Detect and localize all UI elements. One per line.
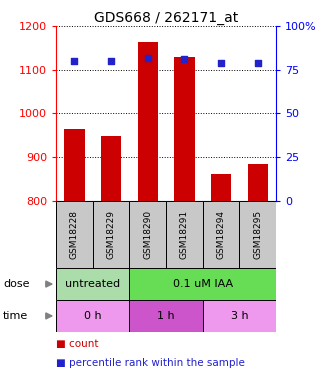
Point: [145, 55, 150, 61]
Bar: [93, 201, 129, 268]
Text: GSM18291: GSM18291: [180, 210, 189, 259]
Point: [219, 60, 224, 66]
Bar: [203, 300, 276, 332]
Bar: [101, 136, 121, 201]
Bar: [129, 268, 276, 300]
Text: 0 h: 0 h: [84, 311, 102, 321]
Text: GSM18294: GSM18294: [217, 210, 226, 259]
Point: [255, 60, 260, 66]
Text: 3 h: 3 h: [230, 311, 248, 321]
Bar: [138, 42, 158, 201]
Text: 1 h: 1 h: [157, 311, 175, 321]
Bar: [56, 300, 129, 332]
Text: ■ percentile rank within the sample: ■ percentile rank within the sample: [56, 357, 245, 368]
Text: ■ count: ■ count: [56, 339, 99, 349]
Bar: [239, 201, 276, 268]
Text: GSM18290: GSM18290: [143, 210, 152, 259]
Bar: [248, 165, 268, 201]
Point: [182, 56, 187, 62]
Text: GSM18295: GSM18295: [253, 210, 262, 259]
Bar: [129, 201, 166, 268]
Bar: [174, 57, 195, 201]
Bar: [129, 300, 203, 332]
Text: GSM18228: GSM18228: [70, 210, 79, 259]
Point: [108, 58, 114, 64]
Text: GSM18229: GSM18229: [107, 210, 116, 259]
Bar: [211, 174, 231, 201]
Title: GDS668 / 262171_at: GDS668 / 262171_at: [94, 11, 238, 25]
Bar: [65, 129, 84, 201]
Text: time: time: [3, 311, 29, 321]
Point: [72, 58, 77, 64]
Text: 0.1 uM IAA: 0.1 uM IAA: [173, 279, 233, 289]
Bar: [203, 201, 239, 268]
Bar: [56, 268, 129, 300]
Text: dose: dose: [3, 279, 30, 289]
Bar: [56, 201, 93, 268]
Bar: [166, 201, 203, 268]
Text: untreated: untreated: [65, 279, 120, 289]
